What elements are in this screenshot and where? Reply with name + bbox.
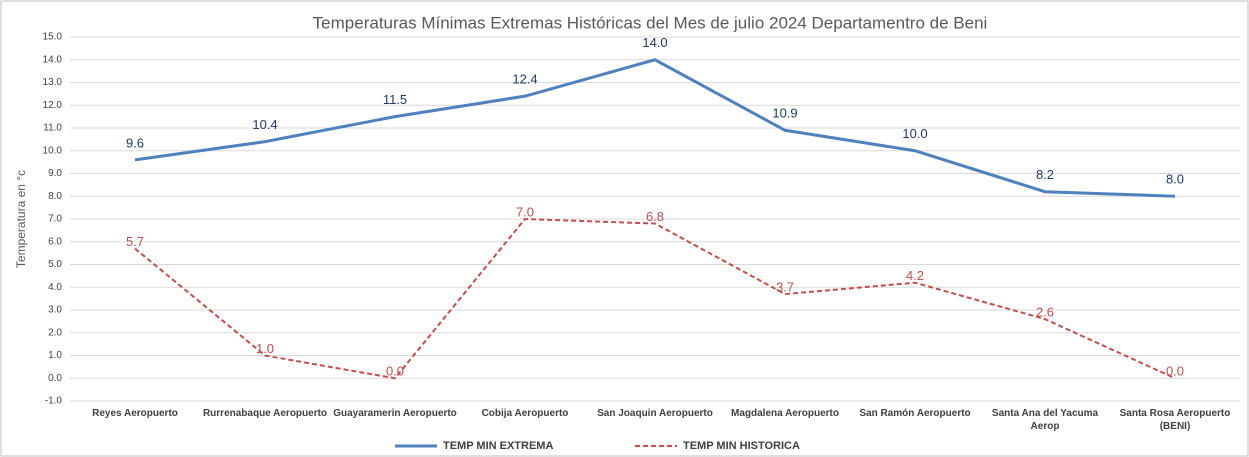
y-tick-label: 1.0 xyxy=(48,350,62,361)
x-tick-label: Reyes Aeropuerto xyxy=(92,408,178,419)
y-tick-label: 11.0 xyxy=(43,123,62,134)
series-line xyxy=(134,58,1176,198)
data-label: 1.0 xyxy=(256,341,274,356)
data-label: 0.0 xyxy=(386,364,404,379)
y-tick-label: 3.0 xyxy=(48,305,62,316)
y-tick-label: 14.0 xyxy=(43,54,63,65)
data-label: 2.6 xyxy=(1036,305,1054,320)
data-label: 9.6 xyxy=(126,135,144,150)
y-axis-label: Temperatura en °c xyxy=(14,170,28,268)
data-label: 4.2 xyxy=(906,268,924,283)
data-label: 8.2 xyxy=(1036,167,1054,182)
data-label: 3.7 xyxy=(776,280,794,295)
series-line xyxy=(134,217,1176,380)
x-tick-label: Santa Ana del Yacuma Aerop xyxy=(991,408,1099,432)
chart-title: Temperaturas Mínimas Extremas Históricas… xyxy=(313,13,988,32)
data-label: 8.0 xyxy=(1166,172,1184,187)
legend-label: TEMP MIN HISTORICA xyxy=(683,440,800,452)
legend-label: TEMP MIN EXTREMA xyxy=(443,440,553,452)
x-tick-label: Rurrenabaque Aeropuerto xyxy=(202,408,328,419)
y-tick-label: 10.0 xyxy=(43,145,63,156)
data-label: 6.8 xyxy=(646,209,664,224)
x-tick-label: Santa Rosa Aeropuerto (BENI) xyxy=(1119,408,1231,432)
y-tick-label: 4.0 xyxy=(48,282,62,293)
y-tick-label: 9.0 xyxy=(48,168,62,179)
data-label: 12.4 xyxy=(512,72,537,87)
data-label: 0.0 xyxy=(1166,364,1184,379)
y-tick-label: 15.0 xyxy=(43,32,63,43)
y-tick-label: 2.0 xyxy=(48,327,62,338)
data-label: 10.4 xyxy=(252,117,277,132)
x-tick-label: Magdalena Aeropuerto xyxy=(731,408,839,419)
y-tick-label: 8.0 xyxy=(48,191,62,202)
x-tick-label: Cobija Aeropuerto xyxy=(481,408,569,419)
data-label: 10.0 xyxy=(902,126,927,141)
data-label: 5.7 xyxy=(126,234,144,249)
data-label: 14.0 xyxy=(642,35,667,50)
data-label: 11.5 xyxy=(383,92,407,107)
y-tick-label: 13.0 xyxy=(43,77,63,88)
data-label: 10.9 xyxy=(772,106,797,121)
y-tick-label: 7.0 xyxy=(48,214,62,225)
y-tick-label: 5.0 xyxy=(48,259,62,270)
y-tick-label: 0.0 xyxy=(48,373,62,384)
x-tick-label: San Ramón Aeropuerto xyxy=(859,408,971,419)
y-tick-label: -1.0 xyxy=(45,396,63,407)
y-tick-label: 6.0 xyxy=(48,236,62,247)
y-tick-label: 12.0 xyxy=(43,100,63,111)
x-tick-label: San Joaquin Aeropuerto xyxy=(597,408,713,419)
data-label: 7.0 xyxy=(516,204,534,219)
x-tick-label: Guayaramerin Aeropuerto xyxy=(333,408,457,419)
